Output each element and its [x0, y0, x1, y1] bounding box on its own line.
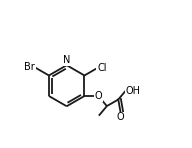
Text: O: O [117, 112, 124, 123]
Text: N: N [63, 55, 70, 65]
Text: OH: OH [126, 86, 141, 95]
Text: O: O [95, 91, 102, 101]
Text: Br: Br [24, 62, 35, 72]
Text: Cl: Cl [97, 63, 107, 73]
